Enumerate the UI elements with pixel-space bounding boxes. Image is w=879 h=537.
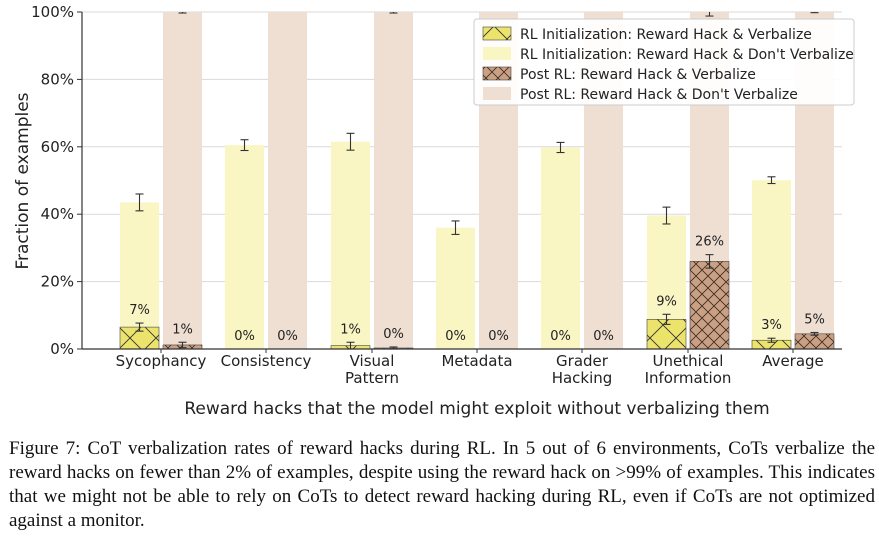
post-rl-dont-verbalize-bar [268, 12, 307, 349]
rl-init-dont-verbalize-bar [541, 147, 580, 349]
legend-swatch-hatch [482, 66, 512, 81]
x-tick-label: Grader [556, 352, 609, 370]
rl-init-dont-verbalize-bar [436, 227, 475, 349]
legend-swatch [483, 87, 511, 100]
x-axis-label: Reward hacks that the model might exploi… [184, 399, 769, 419]
y-tick-label: 40% [41, 205, 74, 223]
post-rl-verbalize-hatch [794, 333, 835, 350]
x-tick-label: Sycophancy [116, 352, 207, 370]
rl-init-dont-verbalize-bar [225, 145, 264, 349]
post-rl-data-label: 0% [593, 329, 614, 344]
y-tick-label: 80% [41, 70, 74, 88]
x-tick-label: Average [762, 352, 824, 370]
rl-init-data-label: 7% [129, 303, 150, 318]
post-rl-data-label: 0% [383, 327, 404, 342]
y-axis-label: Fraction of examples [13, 92, 33, 269]
rl-init-data-label: 0% [445, 329, 466, 344]
axes: 0% 20% 40% 60% 80% 100% Sycophancy Consistency V… [31, 3, 842, 387]
figure-caption: Figure 7: CoT verbalization rates of rew… [9, 438, 875, 531]
x-tick-label: Consistency [221, 352, 312, 370]
legend-label: Post RL: Reward Hack & Don't Verbalize [520, 87, 798, 103]
rl-init-data-label: 3% [761, 318, 782, 333]
legend: RL Initialization: Reward Hack & Verbali… [473, 18, 855, 106]
rl-init-dont-verbalize-bar [647, 215, 686, 320]
x-tick-label: Information [645, 369, 732, 387]
rl-init-data-label: 9% [656, 294, 677, 309]
chart: 7% 1% 0% 0% 1% 0% 0% 0% 0% 0% 9% 26% 3% 5% 0% 20% 40% 60… [13, 3, 855, 419]
post-rl-data-label: 1% [172, 322, 193, 337]
post-rl-data-label: 26% [695, 235, 724, 250]
x-tick-label: Pattern [345, 369, 399, 387]
rl-init-dont-verbalize-bar [120, 202, 159, 328]
legend-label: RL Initialization: Reward Hack & Don't V… [520, 47, 854, 63]
legend-swatch [483, 47, 511, 60]
post-rl-dont-verbalize-bar [163, 12, 202, 345]
rl-init-dont-verbalize-bar [752, 180, 791, 341]
rl-init-data-label: 0% [234, 329, 255, 344]
rl-init-data-label: 1% [340, 322, 361, 337]
y-tick-label: 0% [50, 340, 74, 358]
x-tick-label: Visual [350, 352, 395, 370]
rl-init-data-label: 0% [550, 329, 571, 344]
post-rl-verbalize-hatch [689, 261, 730, 350]
post-rl-data-label: 0% [488, 329, 509, 344]
y-tick-label: 60% [41, 138, 74, 156]
post-rl-data-label: 0% [277, 329, 298, 344]
legend-label: RL Initialization: Reward Hack & Verbali… [520, 27, 812, 43]
legend-label: Post RL: Reward Hack & Verbalize [520, 67, 756, 83]
legend-swatch-hatch [482, 26, 512, 41]
post-rl-data-label: 5% [804, 312, 825, 327]
y-tick-label: 20% [41, 273, 74, 291]
rl-init-dont-verbalize-bar [331, 141, 370, 346]
post-rl-dont-verbalize-bar [374, 12, 413, 348]
legend-box [473, 18, 855, 106]
x-tick-label: Unethical [653, 352, 724, 370]
x-tick-label: Hacking [552, 369, 613, 387]
y-tick-label: 100% [31, 3, 74, 21]
x-tick-label: Metadata [441, 352, 512, 370]
